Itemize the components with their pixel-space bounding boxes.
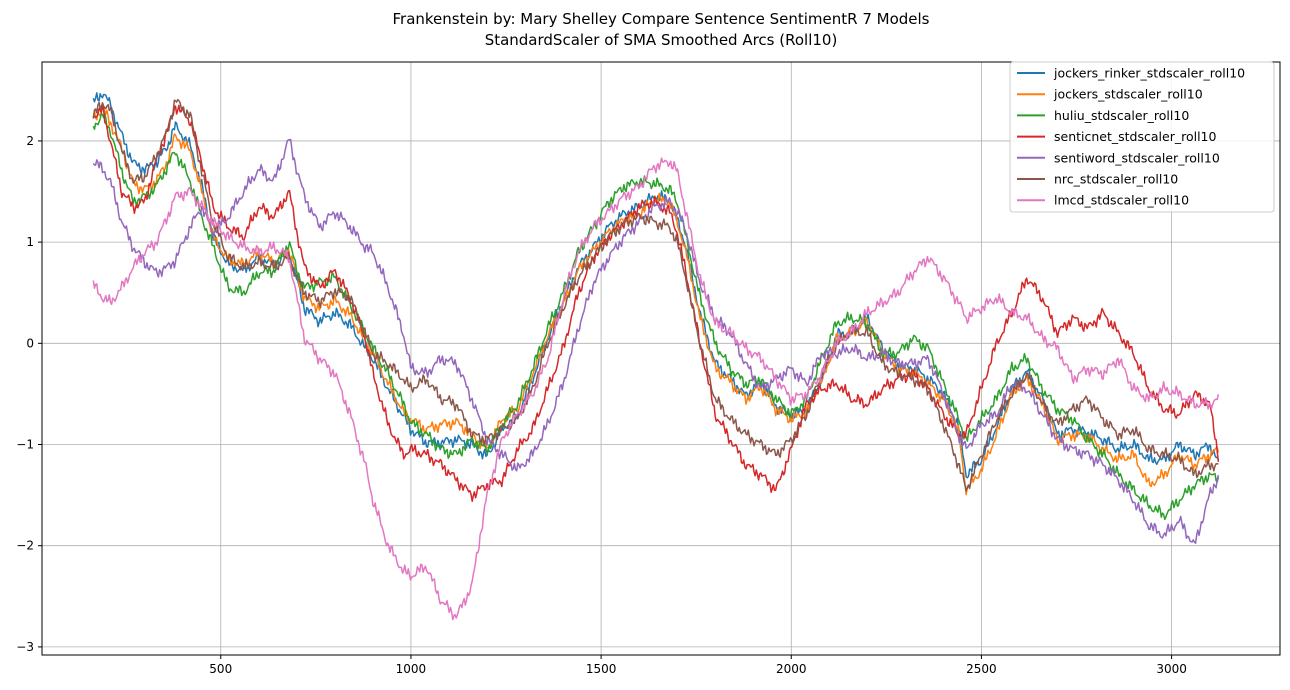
axis-ticks: 500 1000 1500 2000 2500 3000 −3 −2 −1 0 1 2: [16, 134, 1187, 676]
y-tick-label: −3: [16, 640, 34, 654]
series-line-huliu_stdscaler_roll10: [92, 112, 1220, 521]
x-tick-label: 3000: [1156, 662, 1187, 676]
chart-title: Frankenstein by: Mary Shelley Compare Se…: [392, 10, 929, 28]
series-line-sentiword_stdscaler_roll10: [92, 138, 1220, 544]
y-tick-label: 0: [26, 336, 34, 350]
x-tick-label: 1500: [586, 662, 617, 676]
legend-label: huliu_stdscaler_roll10: [1054, 108, 1189, 123]
legend-label: jockers_stdscaler_roll10: [1053, 87, 1203, 102]
x-tick-label: 1000: [396, 662, 427, 676]
series-lines: [92, 92, 1220, 621]
x-tick-label: 2000: [776, 662, 807, 676]
legend-label: lmcd_stdscaler_roll10: [1054, 193, 1189, 208]
legend-label: jockers_rinker_stdscaler_roll10: [1053, 66, 1245, 81]
chart-subtitle: StandardScaler of SMA Smoothed Arcs (Rol…: [485, 31, 838, 49]
legend: jockers_rinker_stdscaler_roll10 jockers_s…: [1009, 61, 1275, 213]
plot-frame: [41, 61, 1281, 656]
legend-box: [1009, 61, 1275, 213]
y-tick-label: 2: [26, 134, 34, 148]
legend-label: nrc_stdscaler_roll10: [1054, 172, 1178, 187]
series-line-nrc_stdscaler_roll10: [92, 98, 1219, 492]
legend-label: sentiword_stdscaler_roll10: [1054, 150, 1220, 165]
series-line-lmcd_stdscaler_roll10: [92, 157, 1220, 621]
series-line-senticnet_stdscaler_roll10: [93, 104, 1220, 503]
y-tick-label: 1: [26, 235, 34, 249]
y-tick-label: −1: [16, 438, 34, 452]
legend-label: senticnet_stdscaler_roll10: [1054, 129, 1216, 144]
y-tick-label: −2: [16, 539, 34, 553]
x-tick-label: 500: [209, 662, 232, 676]
x-tick-label: 2500: [966, 662, 997, 676]
